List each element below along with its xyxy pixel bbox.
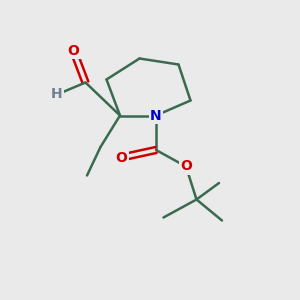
Text: N: N <box>150 109 162 122</box>
Text: O: O <box>68 44 80 58</box>
Text: O: O <box>180 160 192 173</box>
Text: O: O <box>116 151 128 164</box>
Text: H: H <box>51 88 63 101</box>
